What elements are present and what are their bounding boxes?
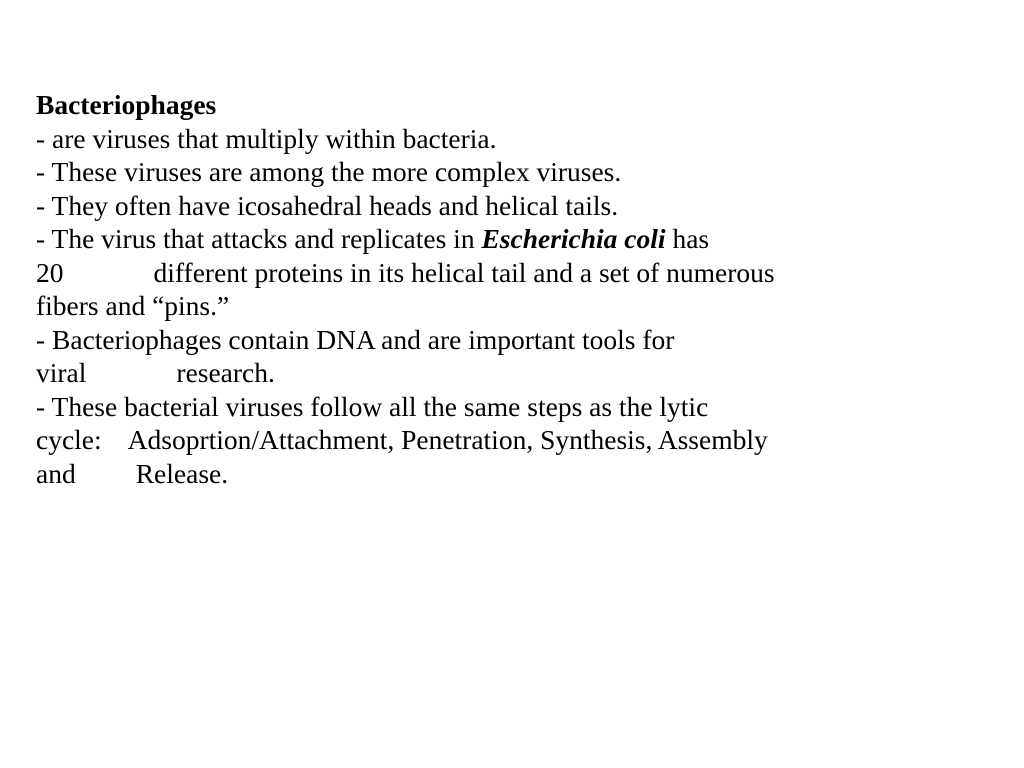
text-run: Release. — [136, 458, 228, 489]
body-line: - are viruses that multiply within bacte… — [36, 122, 980, 156]
body-line: and Release. — [36, 457, 980, 491]
text-run: different proteins in its helical tail a… — [154, 257, 775, 288]
text-run: Adsoprtion/Attachment, Penetration, Synt… — [128, 424, 768, 455]
body-line: cycle: Adsoprtion/Attachment, Penetration… — [36, 423, 980, 457]
body-line: - These viruses are among the more compl… — [36, 155, 980, 189]
text-run: - The virus that attacks and replicates … — [36, 223, 481, 254]
text-run: and — [36, 458, 76, 489]
body-line: - These bacterial viruses follow all the… — [36, 390, 980, 424]
text-run: cycle: — [36, 424, 102, 455]
text-run: research. — [176, 357, 274, 388]
page-title: Bacteriophages — [36, 88, 980, 122]
body-line: - Bacteriophages contain DNA and are imp… — [36, 323, 980, 357]
body-line: 20 different proteins in its helical tail… — [36, 256, 980, 290]
emphasis-species-name: Escherichia coli — [481, 223, 665, 254]
text-run: viral — [36, 357, 86, 388]
text-run: has — [666, 223, 710, 254]
body-line: fibers and “pins.” — [36, 289, 980, 323]
text-run: 20 — [36, 257, 64, 288]
body-line: - They often have icosahedral heads and … — [36, 189, 980, 223]
document-page: Bacteriophages - are viruses that multip… — [0, 0, 1024, 491]
body-line: viral research. — [36, 356, 980, 390]
body-line: - The virus that attacks and replicates … — [36, 222, 980, 256]
